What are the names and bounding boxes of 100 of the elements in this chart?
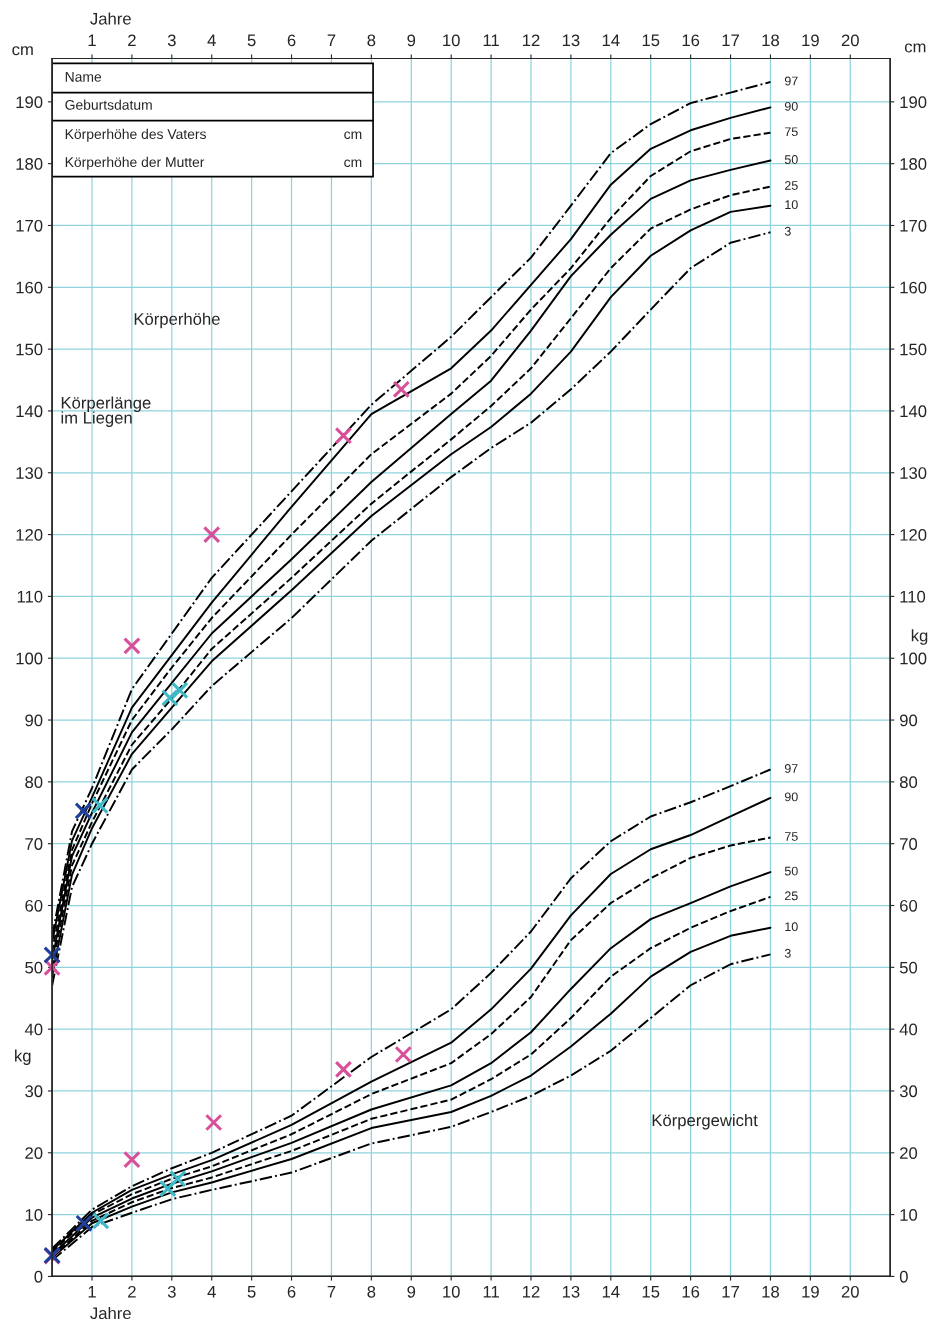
- y2-tick-label: 50: [899, 961, 918, 974]
- x2-tick-label: 16: [682, 34, 700, 47]
- y-tick-label: 30: [25, 1085, 43, 1098]
- series-label: 50: [784, 866, 798, 876]
- annotation: cm: [344, 131, 362, 140]
- x2-tick-label: 9: [407, 34, 416, 47]
- x2-tick-label: 13: [562, 34, 580, 47]
- series-label: 97: [784, 76, 798, 86]
- y2-tick-label: 30: [899, 1085, 918, 1098]
- x-tick-label: 20: [841, 1285, 859, 1298]
- x2-tick-label: 7: [327, 34, 336, 47]
- annotation: Körperhöhe des Vaters: [65, 128, 206, 142]
- x-tick-label: 13: [562, 1285, 580, 1298]
- x-tick-label: 10: [443, 1285, 460, 1298]
- y-tick-label: 20: [25, 1147, 43, 1159]
- x-axis-title: Jahre: [90, 1306, 131, 1320]
- y-tick-label: 190: [16, 96, 43, 109]
- y2-tick-label: 190: [900, 96, 927, 109]
- x2-tick-label: 14: [602, 34, 620, 47]
- y2-tick-label: 40: [899, 1023, 918, 1036]
- y-tick-label: 140: [16, 405, 43, 418]
- text: kg: [15, 1049, 31, 1065]
- x2-tick-label: 6: [287, 34, 296, 47]
- annotation: Körpergewicht: [652, 1113, 758, 1130]
- x-tick-label: 12: [523, 1285, 540, 1298]
- y-tick-label: 130: [16, 467, 43, 479]
- x2-tick-label: 12: [523, 34, 540, 47]
- x-tick-label: 8: [367, 1285, 376, 1298]
- y-axis-title: cm: [12, 46, 33, 56]
- series-label: 90: [784, 792, 798, 802]
- x-tick-label: 5: [247, 1286, 256, 1298]
- y-tick-label: 90: [25, 714, 43, 727]
- x-tick-label: 4: [207, 1286, 216, 1298]
- x-tick-label: 1: [88, 1286, 96, 1298]
- x-tick-label: 9: [407, 1285, 416, 1298]
- series-label: 10: [785, 922, 798, 932]
- series-label: 3: [784, 948, 791, 958]
- y-tick-label: 70: [25, 838, 43, 850]
- y-tick-label: 100: [16, 652, 43, 665]
- series-label: 10: [785, 200, 798, 210]
- annotation: Körperhöhe der Mutter: [65, 156, 205, 170]
- x-tick-label: 18: [762, 1285, 779, 1298]
- x-tick-label: 7: [327, 1286, 336, 1298]
- series-label: 50: [784, 155, 798, 164]
- y2-axis-title: cm: [904, 43, 926, 53]
- y-tick-label: 160: [16, 281, 43, 294]
- x2-tick-label: 20: [841, 34, 859, 47]
- y2-tick-label: 110: [900, 590, 926, 603]
- annotation: Körperhöhe: [134, 312, 220, 329]
- x-tick-label: 15: [642, 1286, 660, 1298]
- y2-tick-label: 120: [900, 528, 927, 541]
- y2-tick-label: 170: [900, 219, 927, 232]
- x2-axis-title: Jahre: [90, 12, 131, 25]
- series-label: 90: [784, 101, 798, 111]
- x2-tick-label: 18: [762, 34, 779, 47]
- y2-tick-label: 60: [900, 899, 918, 912]
- y-tick-label: 120: [16, 528, 43, 541]
- y2-tick-label: 90: [899, 714, 918, 727]
- series-label: 25: [784, 181, 798, 190]
- y-tick-label: 0: [34, 1270, 43, 1283]
- y-tick-label: 110: [17, 590, 43, 603]
- y2-tick-label: 180: [900, 158, 927, 170]
- y-tick-label: 180: [16, 158, 43, 170]
- annotation: cm: [344, 159, 362, 168]
- y2-tick-label: 140: [900, 405, 927, 418]
- x2-tick-label: 10: [443, 34, 460, 47]
- y-tick-label: 40: [24, 1023, 43, 1036]
- x-tick-label: 14: [602, 1286, 620, 1298]
- annotation: Körperlänge im Liegen: [61, 396, 151, 427]
- x-tick-label: 11: [483, 1286, 499, 1298]
- x2-tick-label: 1: [88, 34, 96, 47]
- y2-tick-label: 70: [900, 838, 918, 850]
- x2-tick-label: 8: [367, 34, 376, 47]
- y2-tick-label: 130: [900, 467, 927, 479]
- y2-tick-label: 80: [899, 776, 918, 789]
- x-tick-label: 19: [802, 1285, 819, 1298]
- series-label: 25: [784, 891, 798, 901]
- x2-tick-label: 4: [207, 34, 216, 47]
- x2-tick-label: 17: [722, 34, 739, 47]
- series-label: 75: [784, 127, 798, 137]
- y-tick-label: 150: [16, 343, 43, 356]
- y2-tick-label: 0: [899, 1270, 908, 1283]
- x2-tick-label: 2: [128, 34, 136, 47]
- series-label: 97: [784, 764, 798, 773]
- x-tick-label: 2: [128, 1285, 136, 1298]
- x2-tick-label: 11: [483, 34, 499, 47]
- series-label: 75: [784, 832, 798, 841]
- x-tick-label: 17: [722, 1286, 739, 1298]
- y2-tick-label: 10: [900, 1209, 918, 1221]
- y-tick-label: 50: [25, 961, 43, 974]
- y-tick-label: 80: [25, 776, 43, 789]
- x-tick-label: 6: [287, 1285, 296, 1298]
- x2-tick-label: 15: [642, 34, 660, 47]
- y2-tick-label: 160: [900, 281, 927, 294]
- x-tick-label: 16: [682, 1285, 700, 1298]
- y-tick-label: 60: [25, 899, 43, 912]
- annotation: Geburtsdatum: [65, 99, 152, 110]
- annotation: Name: [65, 72, 102, 82]
- y2-tick-label: 150: [900, 343, 927, 356]
- x2-tick-label: 5: [247, 34, 256, 47]
